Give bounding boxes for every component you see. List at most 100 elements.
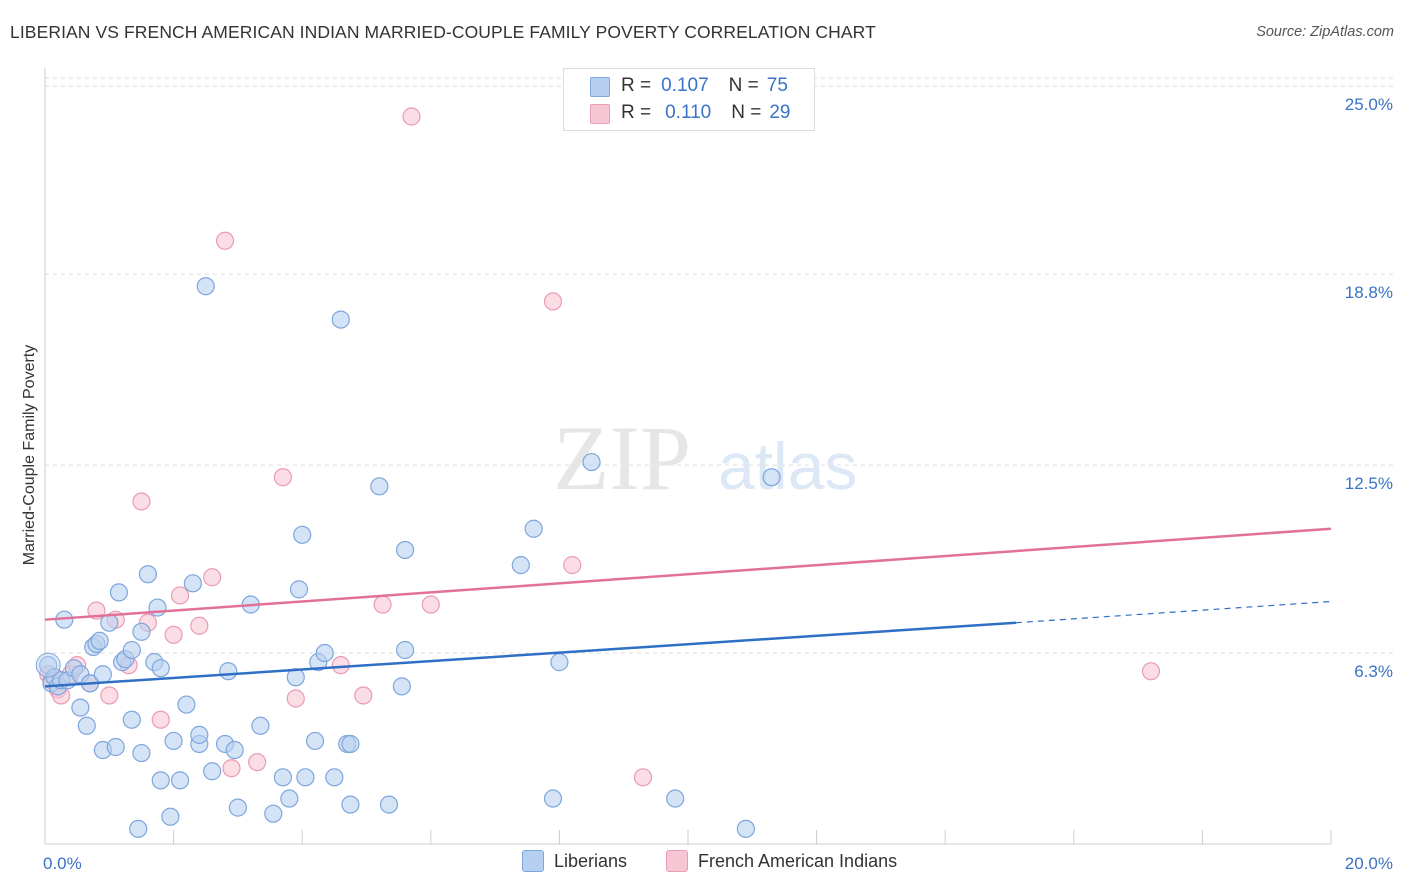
legend-item-liberians: Liberians	[522, 850, 627, 872]
liberian-trend-extension	[1015, 600, 1332, 624]
liberian-point	[151, 771, 170, 790]
liberian-point	[524, 519, 543, 538]
liberian-point	[109, 583, 129, 602]
liberian-point	[161, 807, 180, 826]
legend-swatch-french-american-indians	[590, 104, 610, 124]
french-american-indian-point	[273, 468, 293, 487]
liberian-point	[305, 731, 325, 751]
liberian-point	[122, 710, 141, 729]
french-american-indian-point	[132, 492, 151, 511]
watermark: ZIP atlas	[553, 407, 857, 509]
liberian-point	[762, 468, 781, 487]
liberian-point	[132, 622, 151, 641]
liberian-point	[511, 556, 530, 575]
legend-row-liberians: R = 0.107 N = 75	[621, 75, 788, 97]
liberian-point	[331, 310, 350, 329]
liberian-point	[582, 452, 601, 472]
french-american-indian-point	[170, 586, 190, 605]
liberian-point	[132, 743, 151, 763]
liberian-point	[148, 598, 167, 617]
french-american-indian-point	[421, 595, 440, 614]
legend-swatch-blue	[522, 850, 544, 872]
liberian-point	[219, 662, 238, 681]
chart-title: LIBERIAN VS FRENCH AMERICAN INDIAN MARRI…	[10, 22, 876, 42]
french-american-indian-point	[354, 686, 373, 705]
french-american-indian-point	[151, 710, 170, 729]
stats-legend: R = 0.107 N = 75 R = 0.110 N = 29	[563, 68, 815, 131]
liberian-point	[341, 795, 360, 814]
liberian-point	[35, 652, 61, 678]
liberian-point	[736, 819, 755, 838]
legend-item-french-american-indians: French American Indians	[666, 850, 897, 872]
legend-row-french-american-indians: R = 0.110 N = 29	[621, 102, 791, 124]
liberian-point	[164, 731, 183, 751]
n-value: 29	[769, 102, 791, 123]
n-label: N =	[731, 102, 762, 123]
liberian-point	[122, 640, 141, 660]
french-american-indian-point	[203, 568, 222, 587]
french-american-indian-point	[286, 689, 305, 708]
liberian-point	[151, 659, 170, 678]
trend-lines	[44, 527, 1332, 688]
french-american-indian-point	[222, 759, 241, 778]
liberian-point	[296, 768, 315, 787]
series-legend: Liberians French American Indians	[0, 850, 1406, 878]
y-tick-label: 25.0%	[1345, 95, 1393, 114]
liberian-point	[379, 795, 399, 814]
french-american-indian-point	[373, 595, 392, 614]
legend-label-french-american-indians: French American Indians	[698, 850, 898, 871]
french-american-indian-point	[633, 768, 653, 787]
liberian-point	[280, 789, 299, 808]
source-credit: Source: ZipAtlas.com	[1256, 24, 1394, 40]
liberian-point	[203, 762, 222, 781]
liberian-point	[273, 768, 293, 787]
y-tick-label: 18.8%	[1345, 283, 1393, 302]
liberian-point	[543, 789, 563, 808]
r-value: 0.107	[661, 75, 709, 96]
liberian-point	[289, 580, 309, 599]
axes	[44, 68, 1331, 845]
french-american-indian-point	[215, 231, 235, 250]
french-american-indian-trend-line	[44, 527, 1332, 621]
liberian-point	[264, 804, 283, 823]
liberian-point	[315, 643, 334, 663]
legend-swatch-liberians	[590, 77, 610, 97]
liberian-point	[190, 725, 209, 744]
french-american-indian-point	[563, 556, 582, 575]
tick-labels: 6.3% 12.5% 18.8% 25.0% 0.0% 20.0%	[43, 95, 1393, 873]
liberian-point	[550, 653, 569, 672]
french-american-indian-point	[1141, 662, 1161, 681]
liberian-point	[251, 716, 270, 735]
liberian-point	[93, 665, 112, 684]
n-label: N =	[728, 75, 759, 96]
liberian-point	[293, 525, 312, 544]
liberian-point	[666, 789, 685, 808]
liberian-point	[170, 771, 190, 790]
r-label: R =	[621, 75, 652, 96]
liberian-point	[138, 565, 157, 584]
legend-label-liberians: Liberians	[554, 850, 628, 871]
watermark-zip: ZIP	[553, 407, 691, 509]
y-tick-label: 6.3%	[1354, 662, 1393, 681]
liberian-point	[228, 798, 247, 817]
french-american-indian-point	[402, 107, 421, 126]
x-tick-label: 0.0%	[43, 854, 82, 873]
liberian-point	[177, 695, 196, 714]
liberian-point	[90, 631, 109, 651]
liberian-point	[196, 277, 215, 296]
french-american-indian-point	[164, 625, 183, 644]
liberian-point	[129, 819, 148, 838]
liberian-point	[392, 677, 411, 696]
n-value: 75	[766, 75, 788, 96]
french-american-indian-point	[248, 753, 267, 772]
french-american-indian-point	[190, 616, 209, 635]
liberian-point	[225, 740, 244, 760]
liberian-point	[341, 734, 360, 754]
french-american-indian-point	[543, 292, 563, 311]
liberian-point	[106, 737, 125, 757]
r-value: 0.110	[665, 102, 712, 123]
liberian-point	[370, 477, 389, 496]
watermark-atlas: atlas	[718, 429, 857, 503]
liberian-point	[71, 698, 90, 717]
